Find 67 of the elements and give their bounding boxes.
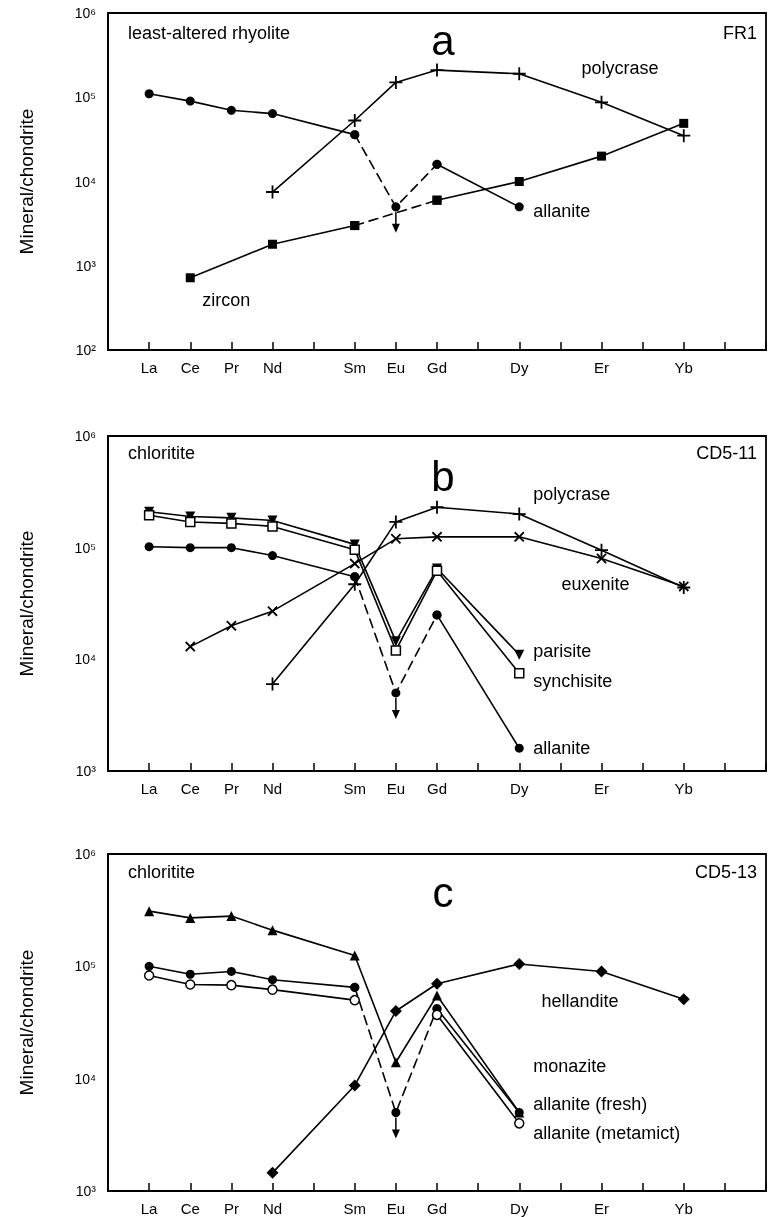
annotation: chloritite bbox=[128, 443, 196, 463]
x-tick-label: Eu bbox=[386, 359, 406, 376]
y-axis-title: Mineral/chondrite bbox=[16, 949, 37, 1096]
x-tick-label: Gd bbox=[426, 1200, 448, 1217]
x-tick-label: Er bbox=[594, 359, 609, 376]
y-tick-label: 10³ bbox=[75, 257, 97, 274]
y-tick-label: 10³ bbox=[75, 1183, 97, 1199]
y-tick-label: 10³ bbox=[75, 763, 97, 779]
x-tick-label: Dy bbox=[510, 1200, 529, 1217]
series-label: parisite bbox=[533, 640, 592, 661]
x-tick-label: Gd bbox=[426, 359, 448, 376]
x-tick-label: Yb bbox=[674, 1200, 693, 1217]
x-tick-label: La bbox=[140, 1200, 159, 1217]
series-label: hellandite bbox=[541, 991, 619, 1012]
x-tick-label: La bbox=[140, 780, 159, 797]
x-tick-label: La bbox=[140, 359, 159, 376]
series-label: polycrase bbox=[533, 484, 611, 505]
x-tick-label: Eu bbox=[386, 1200, 406, 1217]
x-tick-label: Yb bbox=[674, 359, 693, 376]
y-tick-label: 10⁵ bbox=[74, 958, 96, 975]
series-label: allanite (fresh) bbox=[533, 1094, 648, 1115]
y-tick-label: 10⁵ bbox=[74, 89, 96, 106]
annotation: CD5-11 bbox=[696, 443, 758, 463]
x-tick-label: Ce bbox=[180, 359, 200, 376]
series-label: euxenite bbox=[561, 574, 630, 595]
x-tick-label: Pr bbox=[223, 359, 239, 376]
annotation: CD5-13 bbox=[694, 862, 758, 882]
x-tick-label: Ce bbox=[180, 1200, 200, 1217]
x-tick-label: Pr bbox=[223, 1200, 239, 1217]
y-tick-label: 10² bbox=[75, 342, 97, 358]
y-tick-label: 10⁶ bbox=[74, 846, 96, 862]
y-tick-label: 10⁵ bbox=[74, 539, 96, 556]
x-tick-label: Sm bbox=[343, 1200, 366, 1217]
annotation: chloritite bbox=[128, 862, 196, 882]
x-tick-label: Eu bbox=[386, 780, 406, 797]
y-tick-label: 10⁶ bbox=[74, 5, 96, 21]
series-label: monazite bbox=[533, 1056, 607, 1077]
x-tick-label: Ce bbox=[180, 780, 200, 797]
x-tick-label: Dy bbox=[510, 780, 529, 797]
series-label: allanite (metamict) bbox=[533, 1123, 681, 1144]
chart-title: a bbox=[431, 16, 456, 64]
x-tick-label: Sm bbox=[343, 359, 366, 376]
chart-title: b bbox=[431, 452, 455, 500]
annotation: FR1 bbox=[723, 23, 758, 43]
x-tick-label: Er bbox=[594, 780, 609, 797]
x-tick-label: Yb bbox=[674, 780, 693, 797]
y-tick-label: 10⁴ bbox=[74, 173, 96, 190]
x-tick-label: Er bbox=[594, 1200, 609, 1217]
series-label: zircon bbox=[202, 289, 251, 310]
series-label: allanite bbox=[533, 738, 591, 759]
x-tick-label: Nd bbox=[262, 1200, 283, 1217]
chart-title: c bbox=[432, 868, 454, 916]
y-axis-title: Mineral/chondrite bbox=[16, 530, 37, 677]
x-tick-label: Gd bbox=[426, 780, 448, 797]
series-label: polycrase bbox=[581, 58, 659, 79]
y-axis-title: Mineral/chondrite bbox=[16, 108, 37, 255]
x-tick-label: Nd bbox=[262, 780, 283, 797]
y-tick-label: 10⁴ bbox=[74, 1070, 96, 1087]
y-tick-label: 10⁶ bbox=[74, 428, 96, 444]
annotation: least-altered rhyolite bbox=[128, 23, 291, 43]
x-tick-label: Pr bbox=[223, 780, 239, 797]
series-label: synchisite bbox=[533, 671, 613, 692]
series-label: allanite bbox=[533, 200, 591, 221]
x-tick-label: Nd bbox=[262, 359, 283, 376]
y-tick-label: 10⁴ bbox=[74, 651, 96, 668]
x-tick-label: Dy bbox=[510, 359, 529, 376]
x-tick-label: Sm bbox=[343, 780, 366, 797]
